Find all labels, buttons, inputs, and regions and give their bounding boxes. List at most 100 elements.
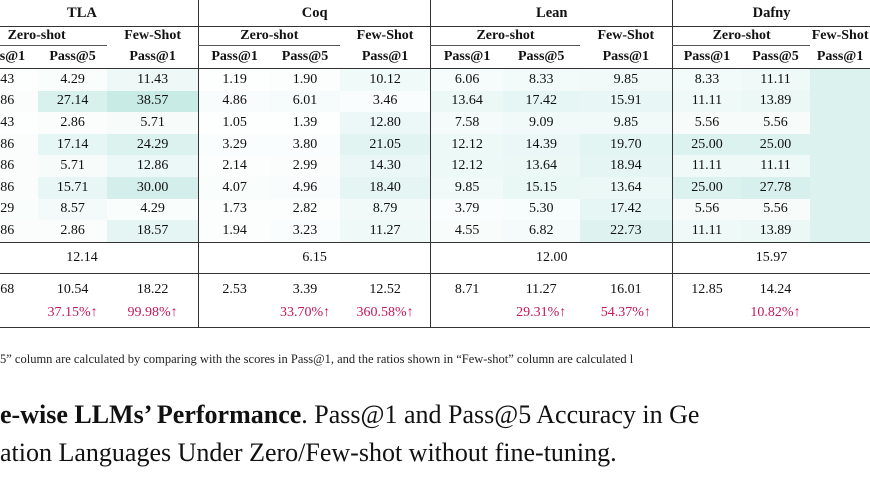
table-cell: 8.79 bbox=[339, 198, 431, 221]
table-caption: e-wise LLMs’ Performance. Pass@1 and Pas… bbox=[0, 396, 699, 472]
mode-zero-shot: Zero-shot bbox=[197, 26, 340, 46]
table-cell bbox=[810, 220, 870, 243]
table-cell: 9.85 bbox=[579, 112, 673, 134]
table-cell: 1.05 bbox=[197, 112, 271, 134]
table-cell: 11.27 bbox=[339, 220, 431, 243]
table-cell: 4.29 bbox=[107, 198, 199, 221]
table-cell: 30.00 bbox=[107, 176, 199, 199]
table-cell: 27.14 bbox=[37, 90, 108, 113]
summary-cell: 16.01 bbox=[610, 281, 642, 297]
table-cell: 9.85 bbox=[430, 176, 503, 199]
metric-pass1: Pass@1 bbox=[430, 45, 503, 69]
table-row: 2.862.8618.571.943.2311.274.556.8222.731… bbox=[0, 220, 870, 243]
table-cell: 1.19 bbox=[197, 68, 271, 91]
table-cell: 11.11 bbox=[672, 90, 741, 113]
ratio-tla-pass5: 37.15%↑ bbox=[37, 301, 108, 328]
summary-cell: 7.68 bbox=[0, 281, 15, 297]
mode-zero-shot: Zero-shot bbox=[672, 26, 811, 46]
table-cell: 5.56 bbox=[672, 198, 741, 221]
table-cell: 4.55 bbox=[430, 220, 503, 243]
table-cell: 5.56 bbox=[740, 112, 811, 134]
table-cell: 1.94 bbox=[197, 220, 271, 243]
table-cell: 3.80 bbox=[270, 133, 340, 156]
summary-cell: 12.85 bbox=[672, 273, 741, 302]
lang-header-dafny: Dafny bbox=[672, 0, 870, 27]
table-cell: 4.29 bbox=[37, 68, 108, 91]
table-cell: 18.57 bbox=[107, 220, 199, 243]
summary-cell: 8.71 bbox=[430, 273, 503, 302]
table-cell: 17.42 bbox=[579, 198, 673, 221]
table-cell bbox=[810, 112, 870, 134]
table-cell: 8.57 bbox=[37, 198, 108, 221]
results-table: TLA Coq Lean Dafny Zero-shot Few-Shot Ze… bbox=[0, 0, 870, 328]
table-cell: 2.86 bbox=[0, 220, 38, 243]
table-cell: 17.14 bbox=[37, 133, 108, 156]
metric-pass1: Pass@1 bbox=[107, 45, 199, 69]
table-cell: 1.90 bbox=[270, 68, 340, 91]
ratio-dafny-pass5: 10.82%↑ bbox=[740, 301, 811, 328]
table-cell: 1.73 bbox=[197, 198, 271, 221]
ratio-coq-pass5: 33.70%↑ bbox=[270, 301, 340, 328]
metric-pass5: Pass@5 bbox=[740, 45, 811, 69]
summary-cell: 11.27 bbox=[525, 281, 557, 297]
table-cell: 5.56 bbox=[672, 112, 741, 134]
table-cell: 8.33 bbox=[672, 68, 741, 91]
table-cell: 38.57 bbox=[107, 90, 199, 113]
mode-zero-shot: Zero-shot bbox=[0, 26, 108, 46]
caption-line-2: ation Languages Under Zero/Few-shot with… bbox=[0, 438, 617, 467]
average-coq: 6.15 bbox=[197, 241, 431, 274]
table-cell: 6.82 bbox=[502, 220, 580, 243]
table-cell: 13.89 bbox=[740, 220, 811, 243]
ratio-tla-few: 99.98%↑ bbox=[107, 301, 199, 328]
table-cell: 12.86 bbox=[107, 155, 199, 177]
table-cell: 9.09 bbox=[502, 112, 580, 134]
table-cell: 11.11 bbox=[672, 155, 741, 177]
table-cell: 2.86 bbox=[0, 176, 38, 199]
table-cell: 11.11 bbox=[740, 155, 811, 177]
table-row: 2.8627.1438.574.866.013.4613.6417.4215.9… bbox=[0, 90, 870, 113]
table-cell bbox=[810, 133, 870, 156]
table-cell: 12.12 bbox=[430, 133, 503, 156]
table-footnote: 5” column are calculated by comparing wi… bbox=[0, 352, 634, 366]
table-cell: 22.73 bbox=[579, 220, 673, 243]
table-cell: 2.86 bbox=[37, 112, 108, 134]
table-row: 2.8615.7130.004.074.9618.409.8515.1513.6… bbox=[0, 176, 870, 199]
ratio-coq-few: 360.58%↑ bbox=[339, 301, 431, 328]
metric-pass1: Pass@1 bbox=[672, 45, 741, 69]
summary-cell bbox=[810, 273, 870, 302]
table-cell: 2.99 bbox=[270, 155, 340, 177]
table-cell: 25.00 bbox=[672, 176, 741, 199]
table-cell: 6.06 bbox=[430, 68, 503, 91]
table-row: 1.434.2911.431.191.9010.126.068.339.858.… bbox=[0, 68, 870, 91]
table-cell: 15.91 bbox=[579, 90, 673, 113]
table-cell: 12.12 bbox=[430, 155, 503, 177]
ratio-lean-pass5: 29.31%↑ bbox=[502, 301, 580, 328]
metric-pass1: Pass@1 bbox=[579, 45, 673, 69]
average-lean: 12.00 bbox=[430, 241, 673, 274]
metric-pass5: Pass@5 bbox=[270, 45, 340, 69]
table-cell: 13.64 bbox=[430, 90, 503, 113]
lang-header-tla: TLA bbox=[0, 0, 199, 27]
table-cell: 1.43 bbox=[0, 112, 38, 134]
table-cell: 13.64 bbox=[579, 176, 673, 199]
summary-cell: 14.24 bbox=[759, 281, 792, 297]
caption-text: . Pass@1 and Pass@5 Accuracy in Ge bbox=[301, 400, 700, 429]
table-cell: 2.86 bbox=[0, 155, 38, 177]
table-cell: 2.14 bbox=[197, 155, 271, 177]
mode-few-shot: Few-Shot bbox=[124, 28, 181, 44]
table-cell: 15.71 bbox=[37, 176, 108, 199]
table-row: 1.432.865.711.051.3912.807.589.099.855.5… bbox=[0, 112, 870, 134]
table-cell: 4.96 bbox=[270, 176, 340, 199]
table-cell: 10.12 bbox=[339, 68, 431, 91]
table-cell: 3.79 bbox=[430, 198, 503, 221]
table-cell: 11.11 bbox=[740, 68, 811, 91]
table-cell bbox=[810, 90, 870, 113]
table-cell: 7.58 bbox=[430, 112, 503, 134]
mode-zero-shot: Zero-shot bbox=[430, 26, 580, 46]
table-cell: 1.43 bbox=[0, 68, 38, 91]
table-body: 1.434.2911.431.191.9010.126.068.339.858.… bbox=[0, 68, 870, 243]
table-cell: 3.23 bbox=[270, 220, 340, 243]
average-tla: 12.14 bbox=[0, 241, 199, 274]
metric-pass1: Pass@1 bbox=[339, 45, 431, 69]
metric-pass5: Pass@5 bbox=[37, 45, 108, 69]
